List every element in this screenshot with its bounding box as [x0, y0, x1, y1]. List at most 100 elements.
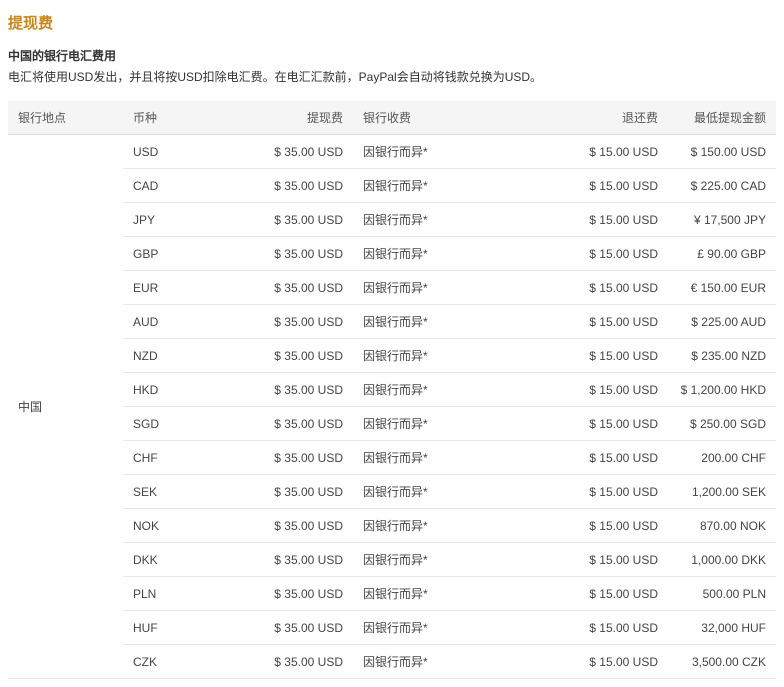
- cell-bank-fee: 因银行而异*: [353, 339, 488, 373]
- cell-bank-fee: 因银行而异*: [353, 203, 488, 237]
- cell-withdrawal-fee: $ 35.00 USD: [208, 135, 353, 169]
- cell-min-amount: $ 250.00 SGD: [668, 407, 776, 441]
- cell-currency: SGD: [123, 407, 208, 441]
- cell-currency: CHF: [123, 441, 208, 475]
- cell-return-fee: $ 15.00 USD: [488, 203, 668, 237]
- table-row: GBP$ 35.00 USD因银行而异*$ 15.00 USD£ 90.00 G…: [8, 237, 776, 271]
- cell-withdrawal-fee: $ 35.00 USD: [208, 373, 353, 407]
- cell-min-amount: 500.00 PLN: [668, 577, 776, 611]
- cell-return-fee: $ 15.00 USD: [488, 135, 668, 169]
- col-header-return-fee: 退还费: [488, 101, 668, 135]
- cell-min-amount: $ 225.00 AUD: [668, 305, 776, 339]
- cell-currency: USD: [123, 135, 208, 169]
- cell-return-fee: $ 15.00 USD: [488, 237, 668, 271]
- cell-return-fee: $ 15.00 USD: [488, 305, 668, 339]
- cell-currency: NOK: [123, 509, 208, 543]
- cell-withdrawal-fee: $ 35.00 USD: [208, 509, 353, 543]
- cell-withdrawal-fee: $ 35.00 USD: [208, 543, 353, 577]
- cell-location: 中国: [8, 135, 123, 679]
- cell-currency: CZK: [123, 645, 208, 679]
- table-row: 中国USD$ 35.00 USD因银行而异*$ 15.00 USD$ 150.0…: [8, 135, 776, 169]
- cell-return-fee: $ 15.00 USD: [488, 169, 668, 203]
- section-subtitle: 中国的银行电汇费用: [8, 47, 776, 64]
- table-row: NZD$ 35.00 USD因银行而异*$ 15.00 USD$ 235.00 …: [8, 339, 776, 373]
- cell-bank-fee: 因银行而异*: [353, 577, 488, 611]
- cell-currency: CAD: [123, 169, 208, 203]
- table-row: NOK$ 35.00 USD因银行而异*$ 15.00 USD870.00 NO…: [8, 509, 776, 543]
- table-row: CHF$ 35.00 USD因银行而异*$ 15.00 USD200.00 CH…: [8, 441, 776, 475]
- col-header-bank-fee: 银行收费: [353, 101, 488, 135]
- page-title: 提现费: [8, 12, 776, 33]
- cell-currency: JPY: [123, 203, 208, 237]
- table-body: 中国USD$ 35.00 USD因银行而异*$ 15.00 USD$ 150.0…: [8, 135, 776, 679]
- cell-return-fee: $ 15.00 USD: [488, 645, 668, 679]
- cell-currency: HKD: [123, 373, 208, 407]
- cell-min-amount: £ 90.00 GBP: [668, 237, 776, 271]
- cell-currency: NZD: [123, 339, 208, 373]
- table-row: JPY$ 35.00 USD因银行而异*$ 15.00 USD¥ 17,500 …: [8, 203, 776, 237]
- cell-bank-fee: 因银行而异*: [353, 271, 488, 305]
- section-description: 电汇将使用USD发出，并且将按USD扣除电汇费。在电汇汇款前，PayPal会自动…: [8, 68, 776, 85]
- cell-currency: GBP: [123, 237, 208, 271]
- table-row: SEK$ 35.00 USD因银行而异*$ 15.00 USD1,200.00 …: [8, 475, 776, 509]
- cell-currency: SEK: [123, 475, 208, 509]
- cell-min-amount: 1,200.00 SEK: [668, 475, 776, 509]
- cell-bank-fee: 因银行而异*: [353, 475, 488, 509]
- cell-bank-fee: 因银行而异*: [353, 543, 488, 577]
- cell-currency: EUR: [123, 271, 208, 305]
- col-header-currency: 币种: [123, 101, 208, 135]
- cell-min-amount: 870.00 NOK: [668, 509, 776, 543]
- cell-return-fee: $ 15.00 USD: [488, 577, 668, 611]
- cell-min-amount: 3,500.00 CZK: [668, 645, 776, 679]
- cell-return-fee: $ 15.00 USD: [488, 509, 668, 543]
- cell-withdrawal-fee: $ 35.00 USD: [208, 203, 353, 237]
- cell-bank-fee: 因银行而异*: [353, 407, 488, 441]
- cell-return-fee: $ 15.00 USD: [488, 407, 668, 441]
- cell-min-amount: $ 1,200.00 HKD: [668, 373, 776, 407]
- cell-bank-fee: 因银行而异*: [353, 509, 488, 543]
- cell-withdrawal-fee: $ 35.00 USD: [208, 305, 353, 339]
- table-row: CAD$ 35.00 USD因银行而异*$ 15.00 USD$ 225.00 …: [8, 169, 776, 203]
- cell-min-amount: $ 235.00 NZD: [668, 339, 776, 373]
- cell-withdrawal-fee: $ 35.00 USD: [208, 169, 353, 203]
- cell-withdrawal-fee: $ 35.00 USD: [208, 271, 353, 305]
- cell-withdrawal-fee: $ 35.00 USD: [208, 339, 353, 373]
- cell-return-fee: $ 15.00 USD: [488, 339, 668, 373]
- cell-bank-fee: 因银行而异*: [353, 169, 488, 203]
- cell-withdrawal-fee: $ 35.00 USD: [208, 475, 353, 509]
- cell-return-fee: $ 15.00 USD: [488, 373, 668, 407]
- cell-bank-fee: 因银行而异*: [353, 645, 488, 679]
- cell-min-amount: 1,000.00 DKK: [668, 543, 776, 577]
- cell-min-amount: $ 150.00 USD: [668, 135, 776, 169]
- cell-currency: PLN: [123, 577, 208, 611]
- cell-withdrawal-fee: $ 35.00 USD: [208, 441, 353, 475]
- cell-return-fee: $ 15.00 USD: [488, 441, 668, 475]
- cell-bank-fee: 因银行而异*: [353, 441, 488, 475]
- cell-bank-fee: 因银行而异*: [353, 135, 488, 169]
- table-row: HKD$ 35.00 USD因银行而异*$ 15.00 USD$ 1,200.0…: [8, 373, 776, 407]
- cell-withdrawal-fee: $ 35.00 USD: [208, 645, 353, 679]
- cell-currency: AUD: [123, 305, 208, 339]
- col-header-min-amount: 最低提现金额: [668, 101, 776, 135]
- cell-min-amount: ¥ 17,500 JPY: [668, 203, 776, 237]
- table-row: AUD$ 35.00 USD因银行而异*$ 15.00 USD$ 225.00 …: [8, 305, 776, 339]
- col-header-withdrawal-fee: 提现费: [208, 101, 353, 135]
- cell-return-fee: $ 15.00 USD: [488, 475, 668, 509]
- table-row: PLN$ 35.00 USD因银行而异*$ 15.00 USD500.00 PL…: [8, 577, 776, 611]
- cell-currency: DKK: [123, 543, 208, 577]
- table-row: EUR$ 35.00 USD因银行而异*$ 15.00 USD€ 150.00 …: [8, 271, 776, 305]
- table-row: CZK$ 35.00 USD因银行而异*$ 15.00 USD3,500.00 …: [8, 645, 776, 679]
- cell-bank-fee: 因银行而异*: [353, 373, 488, 407]
- cell-withdrawal-fee: $ 35.00 USD: [208, 577, 353, 611]
- table-row: DKK$ 35.00 USD因银行而异*$ 15.00 USD1,000.00 …: [8, 543, 776, 577]
- cell-min-amount: € 150.00 EUR: [668, 271, 776, 305]
- cell-withdrawal-fee: $ 35.00 USD: [208, 237, 353, 271]
- cell-return-fee: $ 15.00 USD: [488, 543, 668, 577]
- cell-min-amount: 200.00 CHF: [668, 441, 776, 475]
- col-header-location: 银行地点: [8, 101, 123, 135]
- table-row: SGD$ 35.00 USD因银行而异*$ 15.00 USD$ 250.00 …: [8, 407, 776, 441]
- table-header-row: 银行地点 币种 提现费 银行收费 退还费 最低提现金额: [8, 101, 776, 135]
- cell-return-fee: $ 15.00 USD: [488, 271, 668, 305]
- cell-bank-fee: 因银行而异*: [353, 305, 488, 339]
- fees-table: 银行地点 币种 提现费 银行收费 退还费 最低提现金额 中国USD$ 35.00…: [8, 101, 776, 679]
